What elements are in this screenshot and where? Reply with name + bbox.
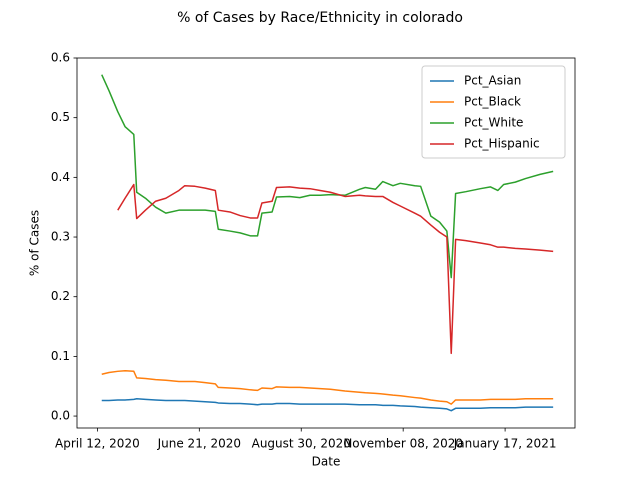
y-tick-label: 0.5 bbox=[51, 110, 70, 124]
y-axis-label: % of Cases bbox=[28, 210, 42, 276]
legend-box bbox=[421, 65, 566, 159]
plot-frame bbox=[76, 57, 576, 429]
y-tick-label: 0.2 bbox=[51, 289, 70, 303]
y-tick-label: 0.3 bbox=[51, 230, 70, 244]
series-line bbox=[117, 183, 554, 355]
chart-title: % of Cases by Race/Ethnicity in colorado bbox=[177, 10, 463, 26]
legend-label: Pct_Hispanic bbox=[464, 137, 540, 151]
x-tick-label: August 30, 2020 bbox=[252, 437, 351, 451]
x-tick-label: June 21, 2020 bbox=[157, 437, 241, 451]
series-line bbox=[101, 398, 554, 412]
x-tick-label: November 08, 2020 bbox=[343, 437, 463, 451]
y-tick-label: 0.0 bbox=[51, 409, 70, 423]
x-tick-label: April 12, 2020 bbox=[55, 437, 140, 451]
x-axis-label: Date bbox=[312, 455, 341, 469]
legend-label: Pct_Black bbox=[464, 95, 521, 109]
legend: Pct_Asian Pct_Black Pct_White Pct_Hispanic bbox=[421, 65, 566, 159]
x-tick-label: January 17, 2021 bbox=[453, 437, 557, 451]
y-tick-label: 0.4 bbox=[51, 170, 70, 184]
legend-label: Pct_White bbox=[464, 116, 523, 130]
legend-label: Pct_Asian bbox=[464, 74, 521, 88]
y-tick-label: 0.1 bbox=[51, 349, 70, 363]
series-line bbox=[101, 74, 554, 279]
series-line bbox=[101, 369, 554, 405]
y-tick-label: 0.6 bbox=[51, 51, 70, 65]
